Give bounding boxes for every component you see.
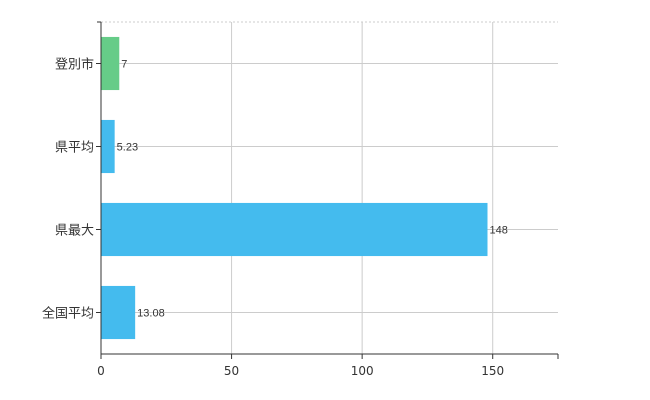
axes [96, 21, 559, 359]
category-label-1: 県平均 [55, 141, 94, 156]
category-label-0: 登別市 [55, 57, 94, 73]
labels: 7 登別市 5.23 県平均 148 県最大 13.08 全国平均 0 50 100 150 [42, 57, 508, 379]
bar-0 [101, 36, 120, 91]
category-label-2: 県最大 [55, 224, 94, 239]
x-tick-label-1: 50 [224, 364, 239, 378]
bars [101, 36, 488, 340]
data-label-0: 7 [121, 59, 127, 71]
bar-1 [101, 119, 115, 174]
data-label-2: 148 [489, 225, 507, 237]
grid-lines [101, 21, 558, 354]
data-label-1: 5.23 [117, 142, 138, 154]
bar-3 [101, 285, 136, 340]
category-label-3: 全国平均 [42, 306, 94, 322]
x-tick-label-0: 0 [97, 364, 105, 378]
data-label-3: 13.08 [137, 308, 165, 320]
x-tick-label-2: 100 [351, 364, 374, 378]
bar-2 [101, 202, 488, 257]
x-tick-label-3: 150 [481, 364, 504, 378]
